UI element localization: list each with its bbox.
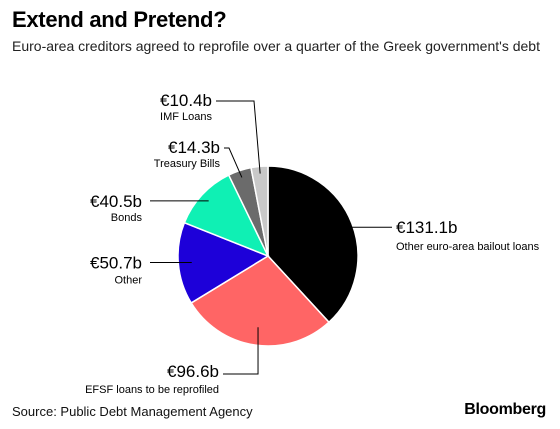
- pie-slice-other: [177, 221, 270, 304]
- slice-name-label: Treasury Bills: [154, 158, 221, 170]
- leader-lines: [150, 100, 392, 375]
- chart-title: Extend and Pretend?: [12, 7, 227, 32]
- chart-subtitle: Euro-area creditors agreed to reprofile …: [12, 38, 540, 54]
- slice-value-label: €131.1b: [396, 218, 457, 237]
- slice-labels: €131.1b Other euro-area bailout loans €96.…: [85, 91, 539, 396]
- pie-slice-bonds: [183, 174, 270, 258]
- slice-value-label: €40.5b: [90, 192, 142, 211]
- leader-line-treasury-bills: [224, 147, 243, 178]
- slice-name-label: IMF Loans: [160, 111, 212, 123]
- slice-value-label: €50.7b: [90, 253, 142, 272]
- pie-slice-other-euro-area-bailout-loans: [267, 165, 359, 324]
- leader-line-efsf-loans-to-be-reprofiled: [223, 327, 259, 375]
- pie-slice-efsf-loans-to-be-reprofiled: [190, 255, 331, 347]
- slice-name-label: Other euro-area bailout loans: [396, 241, 540, 253]
- slice-value-label: €14.3b: [168, 138, 220, 157]
- slice-value-label: €10.4b: [160, 91, 212, 110]
- slice-name-label: Bonds: [111, 212, 143, 224]
- pie-slices: [177, 165, 359, 347]
- bloomberg-logo: Bloomberg: [464, 401, 546, 418]
- slice-value-label: €96.6b: [167, 362, 219, 381]
- leader-line-imf-loans: [216, 100, 261, 174]
- slice-name-label: EFSF loans to be reprofiled: [85, 384, 219, 396]
- slice-name-label: Other: [114, 274, 142, 286]
- source-note: Source: Public Debt Management Agency: [12, 404, 253, 419]
